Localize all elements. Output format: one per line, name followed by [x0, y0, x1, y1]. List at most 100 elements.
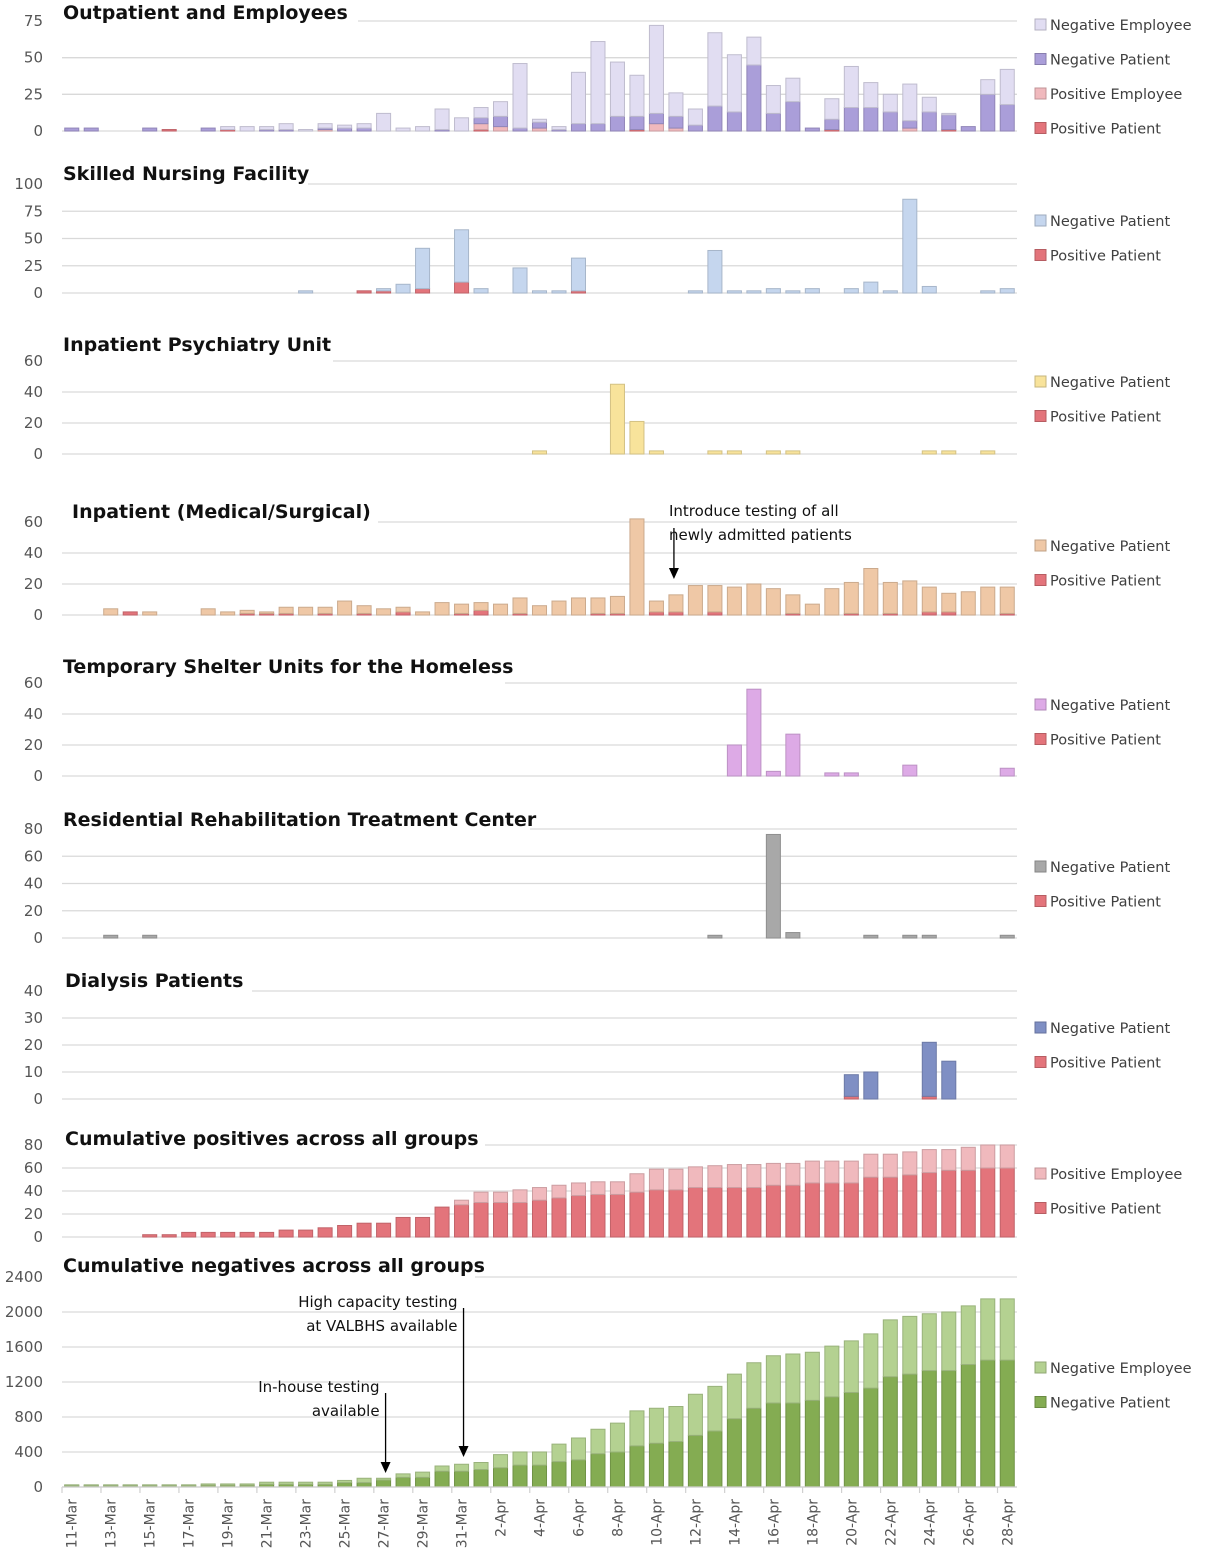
- bar-negative-employee: [434, 1465, 450, 1472]
- bar-negative-patient: [707, 450, 723, 455]
- bar-negative-patient: [785, 1402, 801, 1488]
- bar-negative-employee: [239, 1483, 255, 1486]
- bar-negative-employee: [220, 126, 236, 131]
- bar-negative-employee: [200, 1483, 216, 1486]
- bar-positive-patient: [181, 1231, 197, 1238]
- bar-positive-patient: [960, 1169, 976, 1238]
- bar-negative-employee: [843, 65, 859, 109]
- legend-label: Positive Patient: [1050, 1056, 1161, 1072]
- bar-negative-employee: [902, 1315, 918, 1375]
- bar-negative-patient: [531, 605, 548, 616]
- bar-negative-patient: [395, 283, 411, 294]
- x-tick-label: 17-Mar: [182, 1499, 198, 1549]
- bar-negative-employee: [337, 124, 353, 129]
- bar-negative-patient: [921, 1370, 937, 1488]
- annotation-text: Introduce testing of all: [669, 502, 839, 520]
- bar-positive-patient: [824, 1182, 840, 1238]
- bar-negative-patient: [493, 603, 509, 616]
- y-tick-label: 20: [24, 575, 43, 593]
- bar-negative-patient: [765, 112, 781, 132]
- bar-negative-employee: [882, 1319, 898, 1378]
- bar-positive-patient: [122, 611, 138, 616]
- bar-positive-patient: [980, 1167, 996, 1238]
- bar-negative-patient: [707, 249, 723, 294]
- bar-positive-patient: [531, 1199, 548, 1238]
- bar-negative-employee: [668, 92, 684, 117]
- bar-positive-employee: [687, 1166, 703, 1189]
- x-tick-label: 4-Apr: [533, 1499, 549, 1537]
- y-tick-label: 1600: [5, 1338, 43, 1356]
- x-tick-label: 18-Apr: [805, 1499, 821, 1546]
- bar-negative-patient: [999, 934, 1015, 939]
- bar-negative-patient: [726, 586, 742, 616]
- legend-swatch: [1034, 1021, 1047, 1034]
- bar-negative-patient: [941, 1370, 957, 1488]
- annotation-arrow-head: [668, 568, 679, 579]
- bar-negative-patient: [882, 1376, 898, 1488]
- bar-negative-employee: [590, 1428, 606, 1455]
- bar-negative-employee: [415, 1471, 431, 1478]
- bar-negative-employee: [629, 74, 645, 117]
- bar-negative-employee: [902, 83, 918, 122]
- bar-negative-patient: [746, 290, 762, 294]
- bar-negative-patient: [687, 124, 703, 132]
- bar-negative-patient: [142, 127, 158, 132]
- bar-negative-employee: [551, 126, 567, 131]
- bar-negative-patient: [980, 93, 996, 132]
- legend-swatch: [1034, 1396, 1047, 1408]
- bar-negative-patient: [921, 285, 937, 294]
- bar-negative-patient: [512, 597, 528, 614]
- bar-negative-employee: [609, 1422, 625, 1453]
- legend-label: Positive Patient: [1050, 122, 1161, 138]
- bar-negative-patient: [395, 606, 411, 613]
- bar-positive-employee: [824, 1160, 840, 1184]
- legend-label: Negative Employee: [1050, 1361, 1192, 1377]
- bar-negative-employee: [746, 1362, 762, 1409]
- bar-negative-employee: [804, 1351, 820, 1401]
- legend-swatch: [1034, 87, 1047, 100]
- bar-positive-employee: [493, 126, 509, 132]
- bar-negative-employee: [882, 93, 898, 113]
- bar-negative-patient: [590, 123, 606, 132]
- bar-negative-patient: [746, 1407, 762, 1488]
- annotation-arrow-head: [458, 1446, 469, 1457]
- bar-negative-patient: [707, 934, 723, 939]
- bar-positive-employee: [843, 1160, 859, 1184]
- bar-negative-employee: [103, 1484, 119, 1487]
- bar-positive-patient: [668, 1189, 684, 1238]
- bar-positive-patient: [376, 1222, 392, 1238]
- bar-negative-patient: [785, 450, 801, 455]
- legend-label: Negative Employee: [1050, 18, 1192, 34]
- y-tick-label: 25: [24, 85, 43, 103]
- bar-positive-employee: [454, 1199, 470, 1206]
- x-tick-label: 21-Mar: [260, 1499, 276, 1549]
- y-tick-label: 75: [24, 202, 43, 220]
- legend-swatch: [1034, 410, 1047, 422]
- bar-negative-patient: [941, 592, 957, 613]
- y-tick-label: 0: [33, 606, 43, 624]
- bar-positive-employee: [512, 1189, 528, 1203]
- bar-positive-patient: [609, 1193, 625, 1238]
- legend-swatch: [1034, 1056, 1047, 1068]
- panel-title: Dialysis Patients: [65, 970, 243, 992]
- bar-negative-patient: [415, 247, 431, 290]
- bar-positive-patient: [570, 1195, 586, 1238]
- bar-negative-patient: [902, 764, 918, 777]
- bar-negative-patient: [551, 600, 567, 616]
- bar-negative-employee: [83, 1484, 99, 1487]
- bar-positive-employee: [648, 123, 664, 132]
- bar-positive-patient: [415, 1216, 431, 1238]
- y-tick-label: 60: [24, 1159, 43, 1177]
- panel-7: 0 20 40 60 80 Cumulative positives across all…: [24, 1128, 1182, 1246]
- y-tick-label: 40: [24, 544, 43, 562]
- legend-label: Negative Patient: [1050, 214, 1170, 230]
- bar-positive-patient: [843, 1182, 859, 1238]
- bar-negative-patient: [531, 121, 548, 129]
- bar-positive-employee: [980, 1144, 996, 1169]
- annotation-text: High capacity testing: [298, 1293, 457, 1311]
- bar-negative-employee: [590, 41, 606, 125]
- bar-positive-employee: [609, 1181, 625, 1195]
- y-tick-label: 60: [24, 352, 43, 370]
- legend-swatch: [1034, 539, 1047, 552]
- x-tick-label: 24-Apr: [922, 1499, 938, 1546]
